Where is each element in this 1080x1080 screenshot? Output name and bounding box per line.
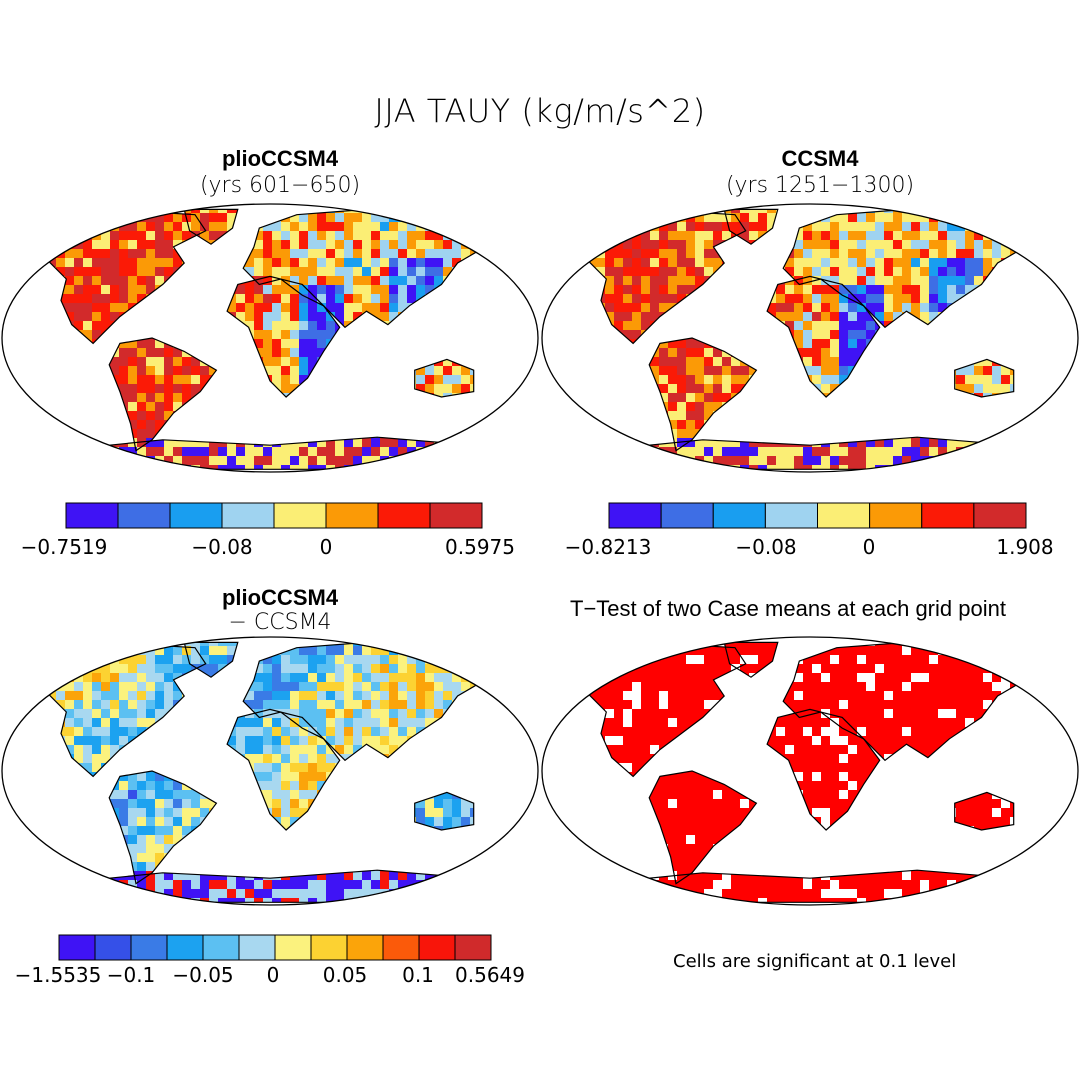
- map-frame: [541, 203, 1079, 473]
- colorbar-swatch: [273, 502, 327, 529]
- colorbar-swatch: [608, 502, 662, 529]
- colorbar-swatch: [202, 934, 240, 961]
- colorbar-swatch: [454, 934, 492, 961]
- colorbar-swatch: [166, 934, 204, 961]
- colorbar-3-label: 0.5649: [455, 963, 525, 987]
- panel-3-subtitle: − CCSM4: [228, 610, 332, 635]
- colorbar-swatch: [221, 502, 275, 529]
- colorbar-swatch: [274, 934, 312, 961]
- significance-note: Cells are significant at 0.1 level: [673, 951, 957, 972]
- panel-2-subtitle: (yrs 1251−1300): [725, 173, 915, 198]
- panel-1-title: plioCCSM4: [221, 146, 339, 171]
- colorbar-swatch: [346, 934, 384, 961]
- figure-title: JJA TAUY (kg/m/s^2): [374, 92, 706, 130]
- colorbar-3-label: 0.1: [402, 963, 434, 987]
- map-frame: [1, 203, 539, 473]
- colorbar-1: [65, 502, 483, 529]
- colorbar-swatch: [65, 502, 119, 529]
- colorbar-swatch: [973, 502, 1027, 529]
- colorbar-swatch: [169, 502, 223, 529]
- colorbar-2: [608, 502, 1027, 529]
- colorbar-swatch: [382, 934, 420, 961]
- colorbar-2-label: 1.908: [996, 535, 1054, 559]
- colorbar-3-label: −0.05: [172, 963, 234, 987]
- map-4: [541, 636, 1079, 906]
- colorbar-swatch: [764, 502, 818, 529]
- colorbar-swatch: [130, 934, 168, 961]
- colorbar-swatch: [325, 502, 379, 529]
- map-3: [1, 636, 539, 906]
- colorbar-swatch: [921, 502, 975, 529]
- panel-4-title: T−Test of two Case means at each grid po…: [570, 596, 1006, 621]
- map-frame: [541, 636, 1079, 906]
- colorbar-3: [58, 934, 492, 961]
- colorbar-swatch: [377, 502, 431, 529]
- colorbar-2-label: 0: [862, 535, 876, 559]
- panel-2-title: CCSM4: [781, 146, 859, 171]
- colorbar-1-label: 0.5975: [445, 535, 515, 559]
- colorbar-3-label: 0: [266, 963, 280, 987]
- colorbar-swatch: [238, 934, 276, 961]
- map-1: [1, 203, 539, 473]
- colorbar-swatch: [660, 502, 714, 529]
- colorbar-swatch: [94, 934, 132, 961]
- colorbar-swatch: [58, 934, 96, 961]
- colorbar-swatch: [429, 502, 483, 529]
- panel-1-subtitle: (yrs 601−650): [199, 173, 361, 198]
- colorbar-3-label: 0.05: [322, 963, 368, 987]
- colorbar-swatch: [117, 502, 171, 529]
- colorbar-swatch: [817, 502, 871, 529]
- colorbar-swatch: [310, 934, 348, 961]
- panel-3-title: plioCCSM4: [221, 585, 339, 610]
- colorbar-swatch: [418, 934, 456, 961]
- map-frame: [1, 636, 539, 906]
- colorbar-swatch: [869, 502, 923, 529]
- colorbar-2-label: −0.8213: [564, 535, 652, 559]
- colorbar-2-label: −0.08: [735, 535, 797, 559]
- colorbar-swatch: [712, 502, 766, 529]
- colorbar-3-label: −0.1: [106, 963, 156, 987]
- map-2: [541, 203, 1079, 473]
- colorbar-3-label: −1.5535: [14, 963, 102, 987]
- colorbar-1-label: −0.7519: [20, 535, 108, 559]
- colorbar-1-label: 0: [319, 535, 333, 559]
- colorbar-1-label: −0.08: [191, 535, 253, 559]
